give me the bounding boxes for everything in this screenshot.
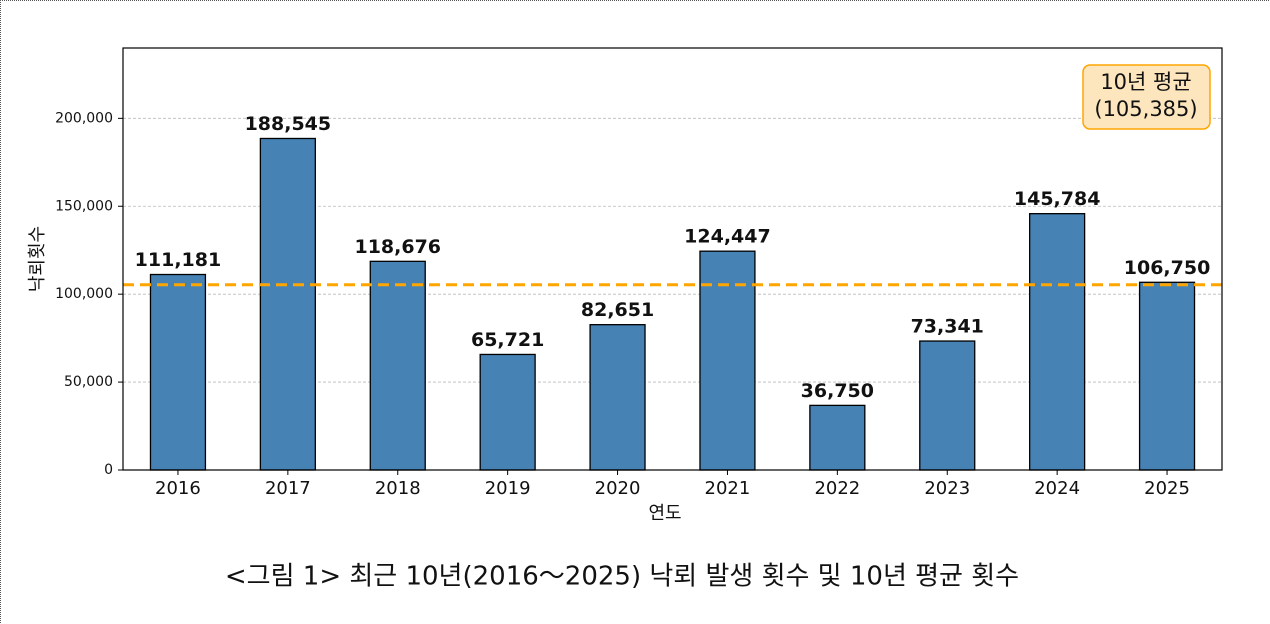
- bar: [589, 324, 646, 471]
- average-annotation-value: (105,385): [1094, 97, 1197, 121]
- bar: [1029, 213, 1086, 471]
- plot-frame: [122, 47, 1223, 471]
- x-tick-label: 2022: [814, 478, 860, 499]
- bar: [479, 353, 536, 471]
- y-tick-label: 200,000: [55, 110, 113, 126]
- y-tick-label: 100,000: [55, 286, 113, 302]
- x-axis-label: 연도: [648, 503, 681, 524]
- y-axis-label: 낙뢰횟수: [27, 226, 48, 292]
- figure-caption: <그림 1> 최근 10년(2016～2025) 낙뢰 발생 횟수 및 10년 …: [225, 562, 1019, 592]
- data-label: 73,341: [911, 316, 984, 338]
- bar: [369, 260, 426, 471]
- bar: [809, 404, 866, 471]
- bar: [919, 340, 976, 471]
- data-label: 188,545: [245, 113, 332, 135]
- x-tick-label: 2016: [155, 478, 201, 499]
- y-tick-label: 150,000: [55, 198, 113, 214]
- y-tick-label: 50,000: [64, 374, 113, 390]
- data-label: 145,784: [1014, 188, 1101, 210]
- data-label: 36,750: [801, 380, 874, 402]
- x-tick-label: 2020: [595, 478, 641, 499]
- bar: [149, 273, 207, 471]
- data-label: 82,651: [581, 299, 654, 321]
- average-annotation-name: 10년 평균: [1100, 70, 1191, 94]
- data-label: 111,181: [135, 249, 222, 271]
- x-tick-label: 2023: [924, 478, 970, 499]
- x-tick-label: 2018: [375, 478, 421, 499]
- x-tick-label: 2019: [485, 478, 531, 499]
- bar: [1138, 281, 1196, 471]
- y-tick-label: 0: [104, 462, 113, 478]
- x-tick-label: 2024: [1034, 478, 1080, 499]
- data-label: 124,447: [684, 226, 771, 248]
- x-tick-label: 2021: [705, 478, 751, 499]
- data-label: 65,721: [471, 329, 544, 351]
- data-label: 118,676: [354, 236, 441, 258]
- bar: [259, 137, 316, 471]
- x-tick-label: 2017: [265, 478, 311, 499]
- average-annotation-box: [1082, 64, 1211, 130]
- data-label: 106,750: [1124, 257, 1211, 279]
- x-tick-label: 2025: [1144, 478, 1190, 499]
